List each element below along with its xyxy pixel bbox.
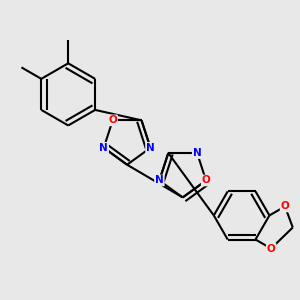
Text: N: N: [146, 143, 155, 153]
Text: N: N: [99, 143, 108, 153]
Text: O: O: [108, 115, 117, 125]
Text: O: O: [267, 244, 275, 254]
Text: N: N: [155, 176, 164, 185]
Text: O: O: [202, 176, 210, 185]
Text: O: O: [280, 201, 290, 212]
Text: N: N: [193, 148, 202, 158]
